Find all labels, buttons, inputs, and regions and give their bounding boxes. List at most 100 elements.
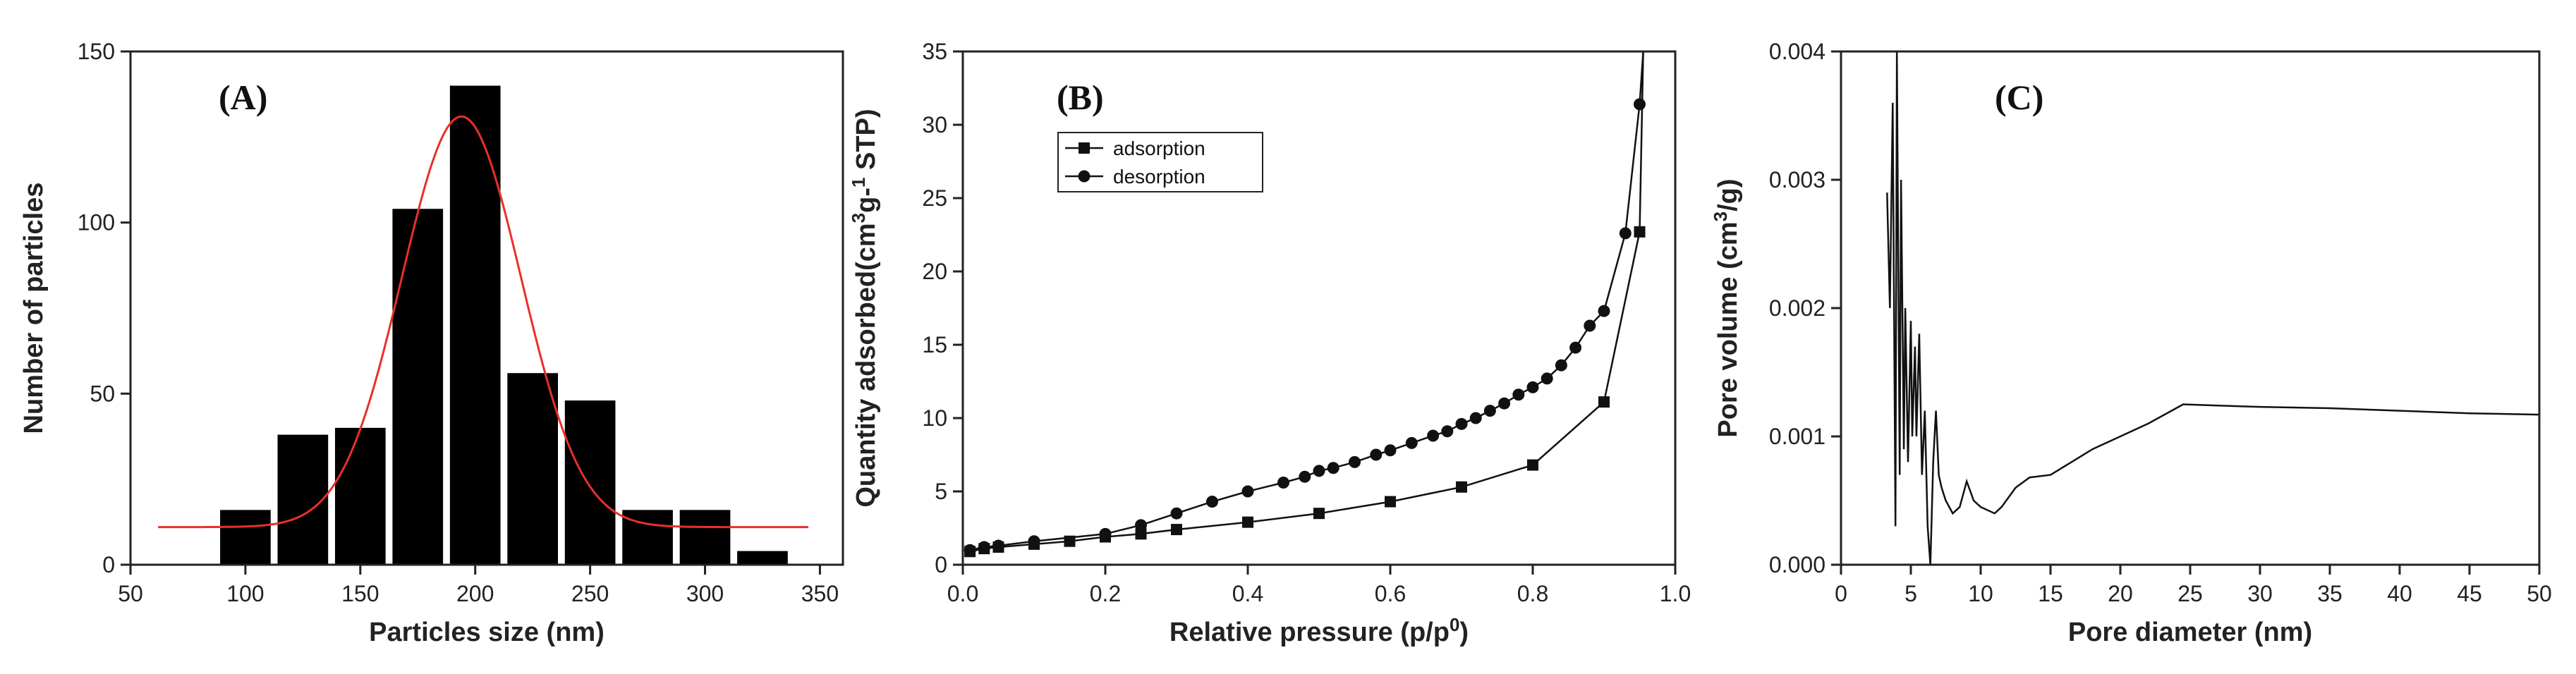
panel-c: 0 5 10 15 20 25 30 35 40 45 50 0.000 0.001 0.002 0.003…: [1710, 39, 2552, 647]
panel-b-y-tick-label: 0: [935, 552, 947, 577]
panel-c-x-tick-label: 15: [2038, 581, 2063, 606]
panel-c-x-tick-label: 5: [1904, 581, 1917, 606]
histogram-bar: [622, 510, 673, 565]
legend-label-desorption: desorption: [1113, 166, 1205, 188]
desorption-point: [1555, 359, 1567, 372]
panel-a-y-axis-title: Number of particles: [19, 183, 49, 434]
adsorption-point: [1171, 524, 1182, 536]
desorption-point: [1512, 388, 1525, 401]
panel-b-y-tick-label: 30: [922, 112, 947, 137]
panel-a-y-tick-label: 150: [78, 39, 115, 64]
panel-c-axes: 0 5 10 15 20 25 30 35 40 45 50 0.000 0.001 0.002 0.003…: [1769, 39, 2552, 606]
histogram-bar: [392, 209, 444, 565]
panel-a-y-tick-label: 0: [102, 552, 115, 577]
panel-b-x-tick-label: 0.4: [1232, 581, 1263, 606]
panel-c-y-tick-label: 0.000: [1769, 552, 1825, 577]
adsorption-point: [1456, 481, 1467, 493]
desorption-point: [1028, 535, 1040, 548]
panel-c-x-tick-label: 35: [2317, 581, 2343, 606]
legend-box: [1057, 132, 1263, 192]
desorption-point: [1313, 465, 1325, 477]
histogram-bar: [507, 373, 558, 565]
panel-c-pore-distribution-line: [1886, 51, 2540, 565]
desorption-point: [1526, 381, 1539, 393]
desorption-point: [1498, 397, 1511, 410]
panel-b-x-tick-label: 0.8: [1517, 581, 1548, 606]
desorption-point: [1299, 470, 1311, 483]
panel-b-y-axis-title: Quantity adsorbed(cm3g-1 STP): [848, 109, 881, 507]
histogram-bar: [277, 434, 329, 565]
desorption-point: [1483, 405, 1496, 417]
desorption-point: [1569, 341, 1582, 354]
desorption-point: [1405, 436, 1418, 449]
panel-a-x-tick-label: 300: [686, 581, 724, 606]
panel-b-series: [964, 51, 1646, 558]
desorption-point: [1598, 305, 1610, 317]
panel-a-x-axis-title: Particles size (nm): [369, 618, 604, 647]
panel-c-x-tick-label: 10: [1968, 581, 1993, 606]
legend-marker-adsorption: [1079, 142, 1090, 154]
panel-b-y-tick-label: 20: [922, 259, 947, 284]
panel-b-y-tick-label: 10: [922, 405, 947, 431]
panel-c-y-tick-label: 0.001: [1769, 424, 1825, 449]
panel-c-x-tick-label: 0: [1835, 581, 1847, 606]
panel-a-x-tick-label: 150: [341, 581, 379, 606]
panel-c-y-axis-title: Pore volume (cm3/g): [1710, 178, 1743, 437]
histogram-bar: [449, 85, 501, 565]
panel-c-label: (C): [1995, 78, 2043, 117]
desorption-point: [1441, 425, 1454, 438]
adsorption-point: [1313, 508, 1325, 520]
panel-a-y-tick-label: 50: [90, 381, 115, 406]
panel-a-frame: [129, 50, 844, 566]
desorption-point: [1541, 372, 1553, 385]
panel-c-x-tick-label: 25: [2177, 581, 2203, 606]
desorption-point: [1469, 412, 1482, 424]
legend-marker-desorption: [1078, 170, 1090, 183]
panel-a-gaussian-fit: [158, 115, 809, 529]
panel-a-x-tick-label: 250: [571, 581, 609, 606]
panel-b-y-tick-label: 25: [922, 185, 947, 211]
panel-b-label: (B): [1057, 78, 1104, 117]
desorption-point: [1370, 448, 1383, 461]
desorption-point: [964, 544, 976, 556]
panel-b-x-tick-label: 0.0: [947, 581, 978, 606]
panel-a-x-tick-label: 100: [226, 581, 264, 606]
desorption-point: [1584, 319, 1596, 332]
adsorption-point: [1242, 516, 1253, 528]
desorption-point: [1455, 417, 1468, 430]
adsorption-point: [1135, 528, 1147, 540]
desorption-point: [1384, 444, 1397, 457]
panel-b-frame: [961, 50, 1677, 566]
panel-c-x-axis-title: Pore diameter (nm): [2068, 618, 2312, 647]
panel-b: 0.0 0.2 0.4 0.6 0.8 1.0 0 5 10 15 20 25 30 35 (B) Rel…: [848, 39, 1691, 647]
adsorption-point: [1634, 226, 1646, 238]
desorption-point: [1349, 455, 1361, 468]
panel-a-x-tick-label: 200: [456, 581, 494, 606]
desorption-point: [1099, 527, 1112, 540]
desorption-point: [1427, 429, 1440, 442]
panel-c-x-tick-label: 45: [2457, 581, 2482, 606]
desorption-point: [1135, 519, 1147, 532]
panel-b-y-tick-label: 15: [922, 332, 947, 357]
panel-b-x-tick-label: 0.6: [1375, 581, 1406, 606]
panel-c-y-tick-label: 0.002: [1769, 295, 1825, 321]
panel-c-y-tick-label: 0.004: [1769, 39, 1825, 64]
panel-a-y-tick-label: 100: [78, 210, 115, 235]
legend-label-adsorption: adsorption: [1113, 137, 1205, 159]
histogram-bar: [564, 400, 616, 565]
adsorption-point: [1385, 496, 1396, 508]
histogram-bar: [679, 510, 731, 565]
panel-b-x-tick-label: 0.2: [1090, 581, 1121, 606]
desorption-point: [992, 539, 1004, 552]
panel-c-x-tick-label: 30: [2247, 581, 2273, 606]
desorption-point: [1170, 507, 1183, 520]
desorption-point: [1241, 485, 1254, 498]
desorption-point: [1634, 98, 1646, 111]
panel-b-x-axis-title: Relative pressure (p/p0): [1169, 614, 1469, 647]
panel-b-x-tick-label: 1.0: [1660, 581, 1691, 606]
desorption-point: [1327, 462, 1339, 474]
panel-b-legend: adsorption desorption: [1057, 132, 1263, 192]
panel-b-y-tick-label: 35: [922, 39, 947, 64]
